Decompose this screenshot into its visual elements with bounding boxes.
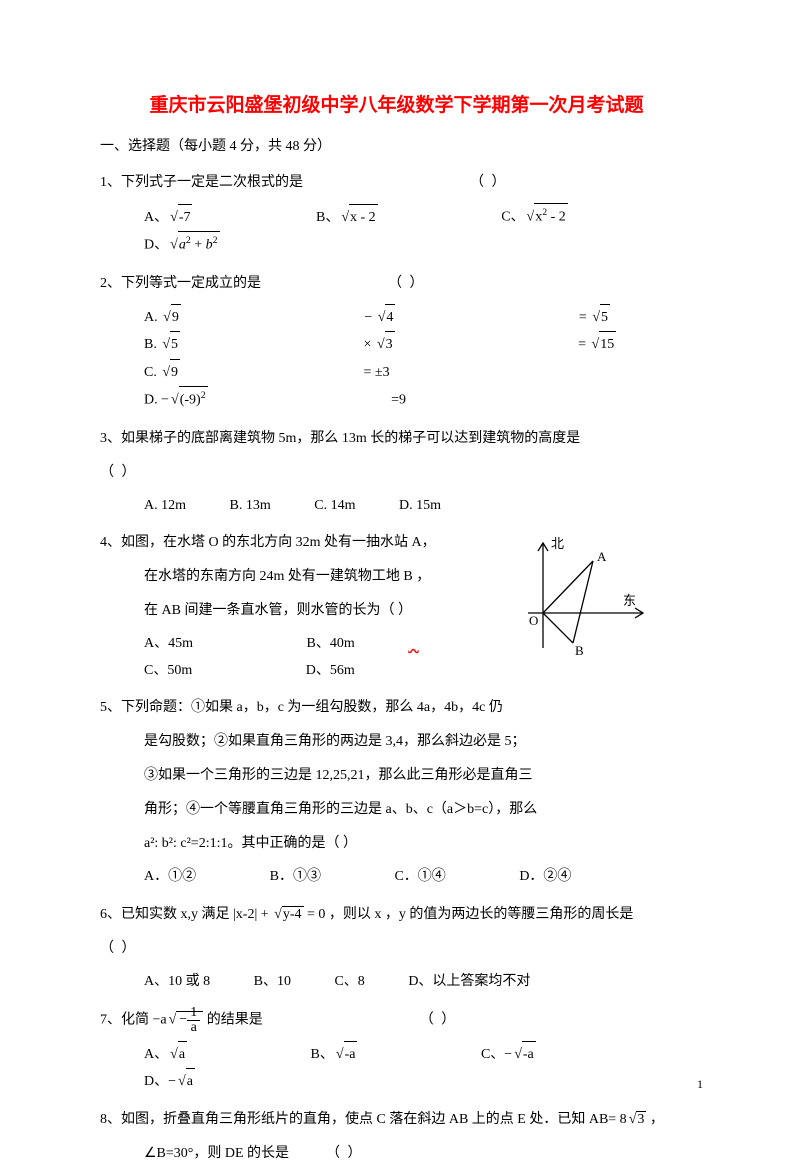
q5-line5: a²: b²: c²=2:1:1。其中正确的是（ ）: [100, 830, 693, 858]
q6-opt-c: C、8: [334, 969, 364, 996]
q6-opt-a: A、10 或 8: [144, 969, 210, 996]
question-5: 5、下列命题：①如果 a，b，c 为一组勾股数，那么 4a，4b，4c 仍 是勾…: [100, 694, 693, 891]
q4-line2: 在水塔的东南方向 24m 处有一建筑物工地 B ，: [100, 563, 480, 591]
q3-options: A. 12m B. 13m C. 14m D. 15m: [100, 493, 693, 520]
q7-options: A、√a B、√-a C、−√-a D、−√a: [100, 1041, 693, 1096]
q2-options: A. √9 − √4 = √5 B. √5 × √3 = √15 C. √9 =…: [100, 304, 693, 415]
q4-opt-c: C、50m: [144, 658, 192, 685]
q7-opt-b: B、√-a: [311, 1041, 438, 1069]
q2-opt-d: D. −√(-9)2 =9: [144, 386, 406, 414]
compass-diagram: 北 东 A B O: [513, 533, 653, 663]
q4-opt-d: D、56m: [306, 658, 355, 685]
q5-opt-c: C．①④: [394, 864, 445, 891]
q5-line4: 角形；④一个等腰直角三角形的三边是 a、b、c（a＞b=c），那么: [100, 796, 693, 824]
q5-options: A．①② B．①③ C．①④ D．②④: [100, 864, 693, 891]
q1-opt-d: D、√a2 + b2: [144, 231, 300, 259]
q3-opt-c: C. 14m: [314, 493, 355, 520]
q6-options: A、10 或 8 B、10 C、8 D、以上答案均不对: [100, 969, 693, 996]
page-number: 1: [697, 1077, 703, 1092]
q5-line3: ③如果一个三角形的三边是 12,25,21，那么此三角形必是直角三: [100, 762, 693, 790]
q5-opt-a: A．①②: [144, 864, 196, 891]
label-east: 东: [623, 593, 636, 608]
section-heading: 一、选择题（每小题 4 分，共 48 分）: [100, 135, 693, 155]
q3-paren: （ ）: [100, 465, 138, 480]
q3-opt-a: A. 12m: [144, 493, 186, 520]
q8-paren: （ ）: [326, 1146, 364, 1161]
q5-opt-b: B．①③: [270, 864, 321, 891]
q6-stem: 6、已知实数 x,y 满足 |x-2| + √y-4 = 0 ，则以 x ，y …: [100, 901, 693, 929]
q3-stem: 3、如果梯子的底部离建筑物 5m，那么 13m 长的梯子可以达到建筑物的高度是: [100, 425, 693, 453]
q7-stem: 7、化简 −a√−1a 的结果是 （ ）: [100, 1006, 693, 1035]
label-north: 北: [551, 536, 564, 551]
label-b: B: [575, 643, 584, 658]
page-title: 重庆市云阳盛堡初级中学八年级数学下学期第一次月考试题: [100, 90, 693, 117]
q7-paren: （ ）: [420, 1012, 458, 1027]
q1-opt-b: B、√x - 2: [316, 204, 458, 232]
q5-line1: 5、下列命题：①如果 a，b，c 为一组勾股数，那么 4a，4b，4c 仍: [100, 694, 693, 722]
q2-opt-b: B. √5 × √3 = √15: [144, 331, 793, 359]
q7-opt-d: D、−√a: [144, 1068, 275, 1096]
q7-opt-a: A、√a: [144, 1041, 267, 1069]
q1-stem: 1、下列式子一定是二次根式的是: [100, 175, 303, 190]
question-8: 8、如图，折叠直角三角形纸片的直角，使点 C 落在斜边 AB 上的点 E 处．已…: [100, 1106, 693, 1168]
q6-opt-b: B、10: [254, 969, 291, 996]
q1-options: A、√-7 B、√x - 2 C、√x2 - 2 D、√a2 + b2: [100, 203, 693, 260]
q3-opt-b: B. 13m: [230, 493, 271, 520]
q6-paren: （ ）: [100, 941, 138, 956]
q4-opt-b: B、40m: [307, 631, 355, 658]
label-a: A: [597, 549, 607, 564]
q3-opt-d: D. 15m: [399, 493, 441, 520]
q1-opt-c: C、√x2 - 2: [501, 203, 648, 231]
red-underline-icon: [408, 631, 419, 658]
question-2: 2、下列等式一定成立的是 （ ） A. √9 − √4 = √5 B. √5 ×…: [100, 270, 693, 415]
q2-stem: 2、下列等式一定成立的是: [100, 276, 261, 291]
q2-opt-a: A. √9 − √4 = √5: [144, 304, 790, 332]
question-4: 4、如图，在水塔 O 的东北方向 32m 处有一抽水站 A， 在水塔的东南方向 …: [100, 529, 693, 684]
q1-paren: （ ）: [470, 175, 508, 190]
q8-stem2: ∠B=30°，则 DE 的长是: [144, 1146, 289, 1161]
q4-options: A、45m B、40m C、50m D、56m: [100, 631, 480, 684]
question-1: 1、下列式子一定是二次根式的是 （ ） A、√-7 B、√x - 2 C、√x2…: [100, 169, 693, 260]
label-o: O: [529, 613, 538, 628]
q5-line2: 是勾股数；②如果直角三角形的两边是 3,4，那么斜边必是 5；: [100, 728, 693, 756]
q8-stem: 8、如图，折叠直角三角形纸片的直角，使点 C 落在斜边 AB 上的点 E 处．已…: [100, 1106, 693, 1134]
q4-line1: 4、如图，在水塔 O 的东北方向 32m 处有一抽水站 A，: [100, 529, 480, 557]
q6-opt-d: D、以上答案均不对: [408, 969, 530, 996]
question-3: 3、如果梯子的底部离建筑物 5m，那么 13m 长的梯子可以达到建筑物的高度是 …: [100, 425, 693, 520]
q1-opt-a: A、√-7: [144, 204, 272, 232]
q2-paren: （ ）: [388, 276, 426, 291]
q4-opt-a: A、45m: [144, 631, 193, 658]
q7-opt-c: C、−√-a: [481, 1041, 616, 1069]
question-6: 6、已知实数 x,y 满足 |x-2| + √y-4 = 0 ，则以 x ，y …: [100, 901, 693, 996]
question-7: 7、化简 −a√−1a 的结果是 （ ） A、√a B、√-a C、−√-a D…: [100, 1006, 693, 1096]
q4-line3: 在 AB 间建一条直水管，则水管的长为（ ）: [100, 597, 480, 625]
q5-opt-d: D．②④: [519, 864, 571, 891]
q2-opt-c: C. √9 = ±3: [144, 359, 390, 387]
